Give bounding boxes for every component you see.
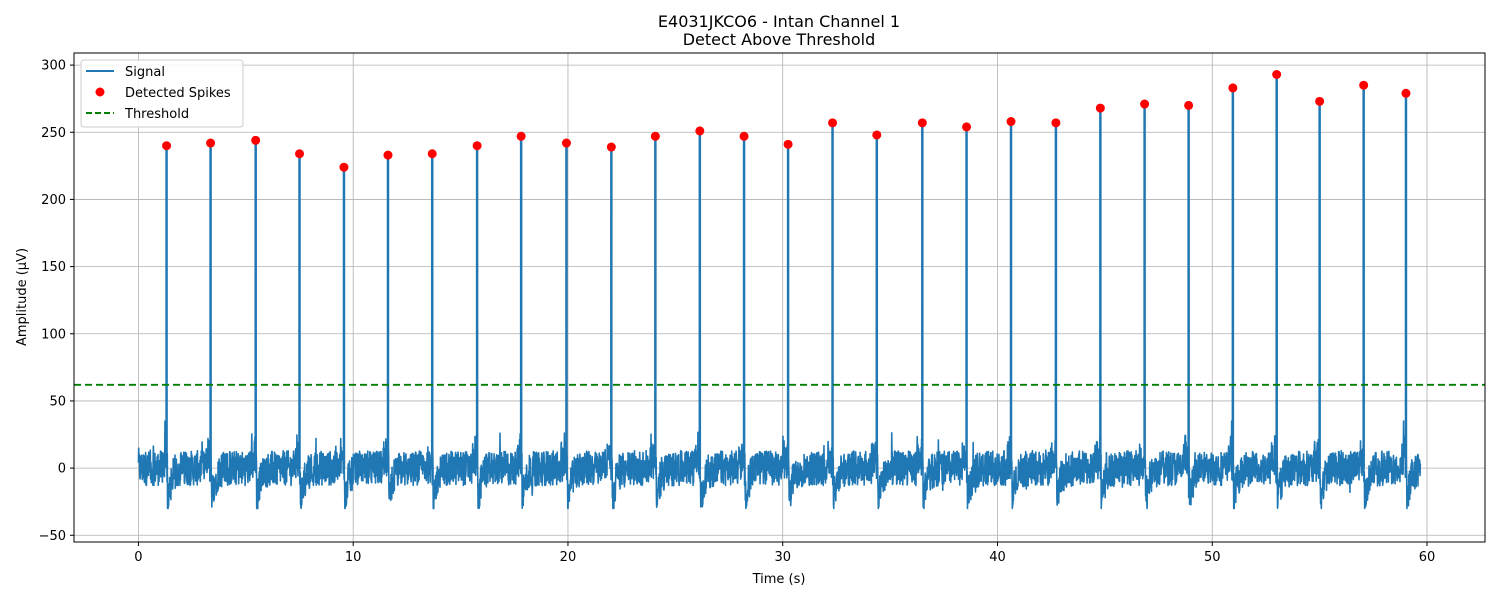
spike-marker	[606, 142, 616, 152]
spike-marker	[1228, 83, 1238, 93]
x-axis: 0 10 20 30 40 50 60	[134, 542, 1435, 565]
y-tick-label: 200	[41, 193, 66, 208]
chart-subtitle: Detect Above Threshold	[683, 30, 876, 49]
spike-marker	[516, 131, 526, 141]
legend-threshold-label: Threshold	[124, 107, 189, 122]
spike-marker	[1401, 88, 1411, 98]
x-tick-label: 0	[134, 550, 142, 565]
spike-marker	[1359, 80, 1369, 90]
spike-marker	[206, 138, 216, 148]
y-tick-label: 0	[58, 462, 66, 477]
x-tick-label: 10	[345, 550, 362, 565]
y-tick-label: 150	[41, 260, 66, 275]
plot-frame	[73, 52, 1486, 543]
spike-marker	[1272, 69, 1282, 79]
y-axis-label: Amplitude (μV)	[15, 248, 30, 346]
x-tick-label: 20	[560, 550, 577, 565]
spike-marker	[1006, 117, 1016, 127]
y-tick-label: 100	[41, 327, 66, 342]
spike-marker	[1051, 118, 1061, 128]
legend-spikes-swatch	[95, 87, 105, 97]
spike-marker	[162, 141, 172, 151]
chart-title: E4031JKCO6 - Intan Channel 1	[658, 12, 900, 31]
spike-marker	[1140, 99, 1150, 109]
spike-marker	[295, 149, 305, 159]
spike-marker	[472, 141, 482, 151]
spike-marker	[962, 122, 972, 132]
spike-marker	[917, 118, 927, 128]
spike-marker	[427, 149, 437, 159]
x-tick-label: 60	[1419, 550, 1436, 565]
legend: Signal Detected Spikes Threshold	[80, 59, 244, 128]
y-tick-label: 50	[49, 394, 66, 409]
spike-marker	[251, 135, 261, 145]
y-tick-label: 300	[41, 59, 66, 74]
detected-spikes-series	[162, 69, 1411, 172]
y-tick-label: 250	[41, 126, 66, 141]
grid	[74, 53, 1485, 542]
legend-spikes-label: Detected Spikes	[125, 86, 231, 101]
x-axis-label: Time (s)	[752, 572, 806, 587]
signal-series	[137, 73, 1422, 510]
spike-marker	[1315, 96, 1325, 106]
spike-marker	[650, 131, 660, 141]
x-tick-label: 40	[989, 550, 1006, 565]
spike-marker	[561, 138, 571, 148]
legend-signal-label: Signal	[125, 65, 165, 80]
y-tick-label: −50	[39, 529, 66, 544]
spike-marker	[828, 118, 838, 128]
signal-line	[137, 73, 1422, 510]
spike-marker	[1184, 100, 1194, 110]
spike-marker	[872, 130, 882, 140]
spike-marker	[339, 162, 349, 172]
spike-marker	[1095, 103, 1105, 113]
y-axis: −50 0 50 100 150 200 250 300	[39, 59, 74, 544]
spike-marker	[383, 150, 393, 160]
x-tick-label: 30	[774, 550, 791, 565]
spike-marker	[695, 126, 705, 136]
x-tick-label: 50	[1204, 550, 1221, 565]
plot-area	[74, 69, 1485, 510]
spike-marker	[739, 131, 749, 141]
spike-marker	[783, 139, 793, 149]
legend-box	[80, 59, 244, 128]
